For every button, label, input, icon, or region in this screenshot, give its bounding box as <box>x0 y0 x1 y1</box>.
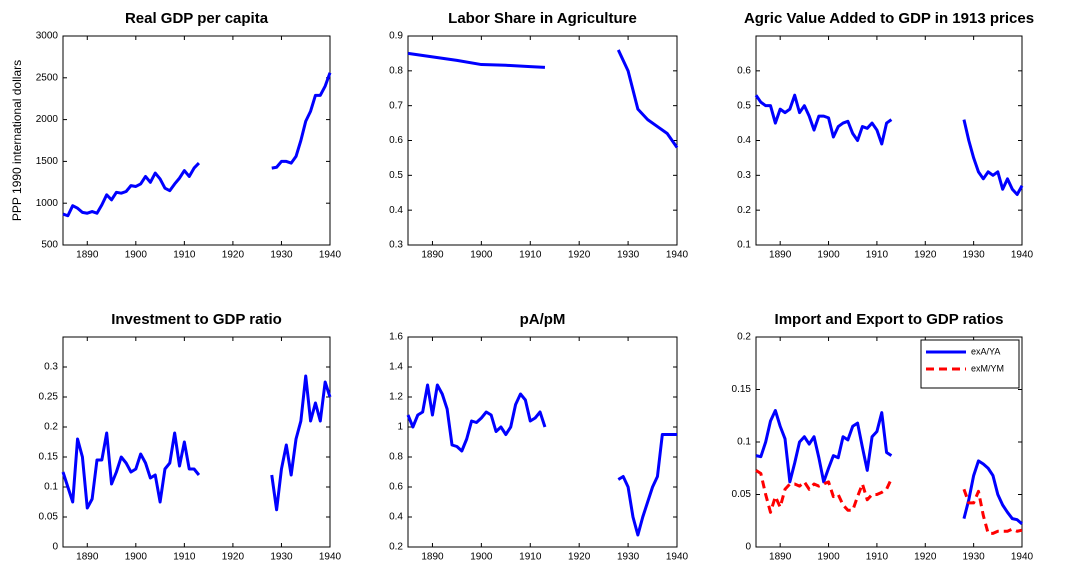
chart-title: Labor Share in Agriculture <box>448 10 637 27</box>
y-tick-label: 0.1 <box>737 240 751 251</box>
x-tick-label: 1890 <box>76 250 99 261</box>
y-tick-label: 0.1 <box>44 482 58 493</box>
x-tick-label: 1920 <box>222 552 245 563</box>
x-tick-label: 1920 <box>222 250 245 261</box>
y-tick-label: 0.05 <box>39 512 59 523</box>
y-tick-label: 1500 <box>36 156 59 167</box>
y-tick-label: 0.4 <box>737 135 751 146</box>
y-tick-label: 0.2 <box>737 332 751 343</box>
x-tick-label: 1890 <box>769 250 792 261</box>
y-tick-label: 0.6 <box>737 65 751 76</box>
x-tick-label: 1910 <box>519 552 542 563</box>
y-tick-label: 0.6 <box>389 482 403 493</box>
chart-title: Import and Export to GDP ratios <box>775 311 1004 328</box>
x-tick-label: 1910 <box>173 250 196 261</box>
y-tick-label: 0 <box>745 542 751 553</box>
data-line <box>62 72 332 218</box>
x-tick-label: 1940 <box>319 250 342 261</box>
y-tick-label: 3000 <box>36 31 59 42</box>
y-tick-label: 0.5 <box>389 170 403 181</box>
legend-label: exA/YA <box>971 346 1000 356</box>
y-tick-label: 2500 <box>36 72 59 83</box>
y-tick-label: 0 <box>52 542 58 553</box>
x-tick-label: 1930 <box>963 552 986 563</box>
x-tick-label: 1900 <box>817 552 840 563</box>
chart-title: Investment to GDP ratio <box>111 311 282 328</box>
x-tick-label: 1890 <box>76 552 99 563</box>
data-line <box>407 49 679 149</box>
x-tick-label: 1910 <box>519 250 542 261</box>
y-tick-label: 0.3 <box>44 362 58 373</box>
y-tick-label: 0.15 <box>732 384 752 395</box>
y-tick-label: 2000 <box>36 114 59 125</box>
x-tick-label: 1940 <box>666 250 689 261</box>
x-tick-label: 1920 <box>568 552 591 563</box>
chart-title: Real GDP per capita <box>125 10 269 27</box>
x-tick-label: 1900 <box>470 552 493 563</box>
y-axis-label: PPP 1990 international dollars <box>10 60 24 221</box>
y-tick-label: 500 <box>41 240 58 251</box>
y-tick-label: 0.2 <box>737 205 751 216</box>
x-tick-label: 1930 <box>617 250 640 261</box>
x-tick-label: 1920 <box>914 552 937 563</box>
y-tick-label: 0.2 <box>44 422 58 433</box>
x-tick-label: 1930 <box>270 250 293 261</box>
y-tick-label: 0.1 <box>737 437 751 448</box>
chart-title: pA/pM <box>520 311 566 328</box>
y-tick-label: 0.8 <box>389 452 403 463</box>
data-line <box>754 93 1024 196</box>
y-tick-label: 0.4 <box>389 512 403 523</box>
y-tick-label: 0.25 <box>39 392 59 403</box>
x-tick-label: 1900 <box>817 250 840 261</box>
x-tick-label: 1890 <box>421 250 444 261</box>
axes-box <box>407 336 678 548</box>
x-tick-label: 1930 <box>617 552 640 563</box>
axes-box <box>755 35 1023 246</box>
y-tick-label: 0.5 <box>737 100 751 111</box>
axes-box <box>407 35 678 246</box>
x-tick-label: 1910 <box>866 552 889 563</box>
axes-box <box>62 35 331 246</box>
y-tick-label: 0.15 <box>39 452 59 463</box>
data-line <box>406 383 677 537</box>
x-tick-label: 1930 <box>963 250 986 261</box>
x-tick-label: 1900 <box>125 250 148 261</box>
x-tick-label: 1920 <box>914 250 937 261</box>
x-tick-label: 1890 <box>769 552 792 563</box>
x-tick-label: 1940 <box>666 552 689 563</box>
y-tick-label: 0.3 <box>389 240 403 251</box>
x-tick-label: 1940 <box>1011 250 1034 261</box>
axes-box <box>62 336 331 548</box>
x-tick-label: 1940 <box>1011 552 1034 563</box>
data-line <box>755 409 1023 526</box>
x-tick-label: 1940 <box>319 552 342 563</box>
data-line <box>61 374 332 512</box>
y-tick-label: 0.3 <box>737 170 751 181</box>
x-tick-label: 1910 <box>173 552 196 563</box>
x-tick-label: 1900 <box>125 552 148 563</box>
x-tick-label: 1920 <box>568 250 591 261</box>
y-tick-label: 1.2 <box>389 392 403 403</box>
y-tick-label: 0.4 <box>389 205 403 216</box>
y-tick-label: 0.2 <box>389 542 403 553</box>
y-tick-label: 0.05 <box>732 489 752 500</box>
chart-title: Agric Value Added to GDP in 1913 prices <box>744 10 1034 27</box>
x-tick-label: 1910 <box>866 250 889 261</box>
legend-label: exM/YM <box>971 363 1004 373</box>
x-tick-label: 1890 <box>421 552 444 563</box>
y-tick-label: 1.4 <box>389 362 403 373</box>
y-tick-label: 1000 <box>36 198 59 209</box>
y-tick-label: 1 <box>397 422 403 433</box>
y-tick-label: 1.6 <box>389 332 403 343</box>
y-tick-label: 0.6 <box>389 135 403 146</box>
y-tick-label: 0.7 <box>389 100 403 111</box>
legend-box <box>920 339 1020 389</box>
x-tick-label: 1930 <box>270 552 293 563</box>
y-tick-label: 0.8 <box>389 65 403 76</box>
data-line <box>755 469 1023 535</box>
x-tick-label: 1900 <box>470 250 493 261</box>
y-tick-label: 0.9 <box>389 31 403 42</box>
